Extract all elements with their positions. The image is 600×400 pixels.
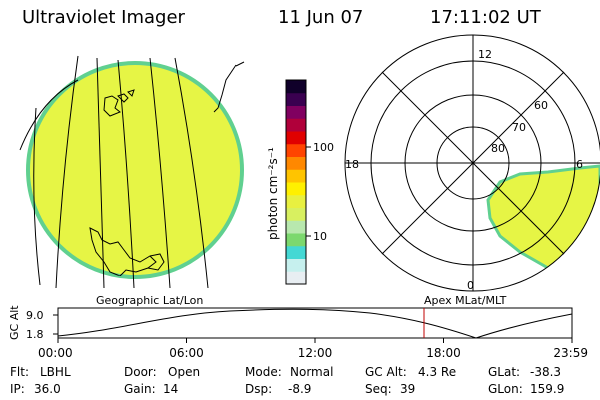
colorbar-cell [286, 143, 306, 157]
colorbar-cell [286, 182, 306, 196]
colorbar-cell [286, 271, 306, 285]
dsp-value: -8.9 [288, 382, 312, 396]
mlt-label-0: 0 [467, 279, 474, 292]
polar-panel-label: Apex MLat/MLT [424, 294, 507, 307]
flt-label: Flt: [10, 365, 29, 379]
colorbar-cell [286, 80, 306, 94]
mode-label: Mode: [245, 365, 282, 379]
mlat-label-60: 60 [534, 99, 548, 112]
altitude-curve [57, 308, 573, 339]
timeline-axis-label: GC Alt [8, 305, 21, 340]
coastline-new-guinea [103, 95, 121, 117]
timeline-tick-label: 00:00 [38, 346, 73, 360]
colorbar-cell [286, 118, 306, 132]
gain-label: Gain: [124, 382, 156, 396]
timeline-tick-label: 23:59 [553, 346, 588, 360]
colorbar-cell [286, 220, 306, 234]
glon-label: GLon: [488, 382, 523, 396]
glat-label: GLat: [488, 365, 521, 379]
colorbar-cell [286, 245, 306, 259]
colorbar-cell [286, 105, 306, 119]
geo-panel-label: Geographic Lat/Lon [96, 294, 203, 307]
glat-value: -38.3 [530, 365, 562, 379]
mlt-label-6: 6 [576, 158, 583, 171]
colorbar-unit-label: photon cm⁻²s⁻¹ [266, 147, 280, 240]
app-title: Ultraviolet Imager [22, 7, 185, 28]
colorbar-cell [286, 131, 306, 145]
mode-value: Normal [290, 365, 334, 379]
time-label: 17:11:02 UT [430, 7, 541, 28]
mlt-label-18: 18 [345, 158, 359, 171]
ip-label: IP: [10, 382, 25, 396]
coastline-islands [117, 89, 135, 103]
colorbar: 100 10 photon cm⁻²s⁻¹ [266, 79, 334, 285]
seq-label: Seq: [365, 382, 392, 396]
flt-value: LBHL [40, 365, 71, 379]
coastline-new-zealand [89, 227, 157, 277]
geographic-earth-disk [19, 55, 245, 289]
gcalt-value: 4.3 Re [418, 365, 457, 379]
door-value: Open [168, 365, 201, 379]
glon-value: 159.9 [530, 382, 565, 396]
ip-value: 36.0 [34, 382, 61, 396]
dsp-label: Dsp: [245, 382, 273, 396]
polar-mlt-plot: 12 18 6 0 60 70 80 [344, 34, 600, 292]
timeline-y-top: 9.0 [26, 309, 44, 322]
date-label: 11 Jun 07 [278, 7, 364, 28]
mlat-label-80: 80 [491, 142, 505, 155]
timeline-y-bottom: 1.8 [26, 328, 44, 341]
mlt-label-12: 12 [478, 48, 492, 61]
geo-grid-lines [19, 55, 245, 289]
timeline-tick-label: 18:00 [426, 346, 461, 360]
colorbar-cell [286, 194, 306, 208]
altitude-timeline: 9.0 1.8 GC Alt 00:00 06:00 12:00 18:00 23:59 [8, 305, 588, 360]
colorbar-cell [286, 92, 306, 106]
coastline-south-island [147, 253, 165, 271]
seq-value: 39 [400, 382, 416, 396]
colorbar-cell [286, 207, 306, 221]
gain-value: 14 [163, 382, 179, 396]
door-label: Door: [124, 365, 157, 379]
colorbar-tick-10: 10 [313, 230, 327, 243]
colorbar-cell [286, 233, 306, 247]
timeline-tick-label: 12:00 [298, 346, 333, 360]
mlat-label-70: 70 [512, 121, 526, 134]
colorbar-cell [286, 169, 306, 183]
timeline-tick-label: 06:00 [169, 346, 204, 360]
colorbar-tick-100: 100 [313, 141, 334, 154]
colorbar-cell [286, 156, 306, 170]
gcalt-label: GC Alt: [365, 365, 407, 379]
colorbar-cell [286, 258, 306, 272]
